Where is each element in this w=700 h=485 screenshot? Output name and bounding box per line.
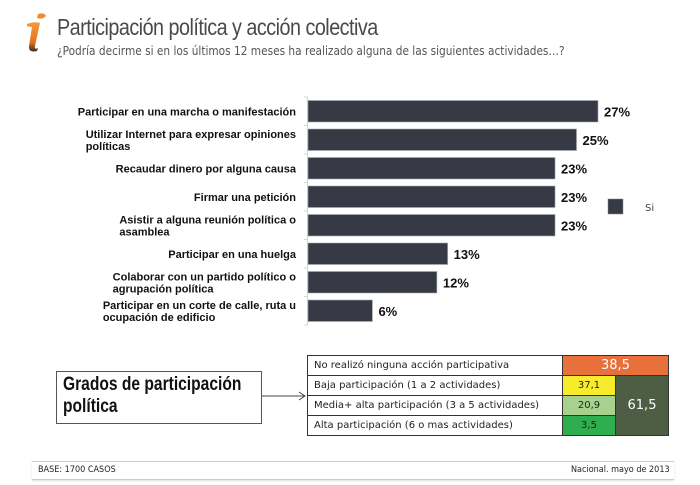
page-title: Participación política y acción colectiv… [57, 14, 378, 40]
bar [307, 100, 599, 123]
arrow-right-icon [262, 391, 306, 401]
bar-value-label: 13% [454, 247, 480, 262]
table-row: Alta participación (6 o mas actividades)… [307, 415, 669, 436]
footer-source: Nacional. mayo de 2013 [571, 465, 670, 475]
table-row: No realizó ninguna acción participativa … [307, 355, 669, 376]
bar-value-label: 12% [443, 275, 469, 290]
logo-icon [27, 13, 46, 52]
bar [307, 299, 373, 322]
table-row: Media+ alta participación (3 a 5 activid… [307, 395, 669, 416]
page-subtitle: ¿Podría decirme si en los últimos 12 mes… [57, 44, 565, 58]
legend-swatch-si [607, 198, 624, 215]
grados-row-label: No realizó ninguna acción participativa [307, 355, 563, 376]
grados-row-label: Baja participación (1 a 2 actividades) [307, 375, 563, 396]
grados-table: No realizó ninguna acción participativa … [307, 355, 669, 436]
category-label: Firmar una petición [194, 192, 296, 204]
bar-value-label: 23% [561, 190, 587, 205]
category-label: Participar en una marcha o manifestación [78, 106, 297, 118]
bar-value-label: 23% [561, 161, 587, 176]
bar-value-label: 27% [604, 104, 630, 119]
grados-title: Grados de participación política [63, 374, 242, 417]
category-label: Recaudar dinero por alguna causa [116, 163, 297, 175]
grados-value-ninguna: 38,5 [562, 355, 669, 376]
grados-title-box: Grados de participación política [56, 371, 262, 424]
bar [307, 271, 438, 294]
grados-row-label: Alta participación (6 o mas actividades) [307, 415, 563, 436]
bar [307, 128, 577, 151]
category-label: Utilizar Internet para expresar opinione… [86, 129, 296, 153]
category-label: Participar en una huelga [168, 249, 297, 261]
category-label: Colaborar con un partido político o agrup… [113, 271, 297, 295]
grados-value-total: 61,5 [615, 375, 669, 436]
bar [307, 185, 556, 208]
bar [307, 214, 556, 237]
bar [307, 242, 448, 265]
bar-value-label: 25% [583, 133, 609, 148]
grados-value-alta: 3,5 [562, 415, 616, 436]
grados-row-label: Media+ alta participación (3 a 5 activid… [307, 395, 563, 416]
footer-base: BASE: 1700 CASOS [38, 465, 116, 475]
legend-label-si: Si [645, 203, 654, 214]
bar-value-label: 6% [378, 304, 397, 319]
grados-value-media: 20,9 [562, 395, 616, 416]
grados-value-baja: 37,1 [562, 375, 616, 396]
table-row: Baja participación (1 a 2 actividades) 3… [307, 375, 669, 436]
category-label: Asistir a alguna reunión política o asamb… [119, 214, 296, 238]
bar-value-label: 23% [561, 218, 587, 233]
footer-bar: BASE: 1700 CASOS Nacional. mayo de 2013 [32, 461, 674, 480]
bar [307, 157, 556, 180]
bar-chart: Participar en una marcha o manifestación… [78, 96, 654, 326]
